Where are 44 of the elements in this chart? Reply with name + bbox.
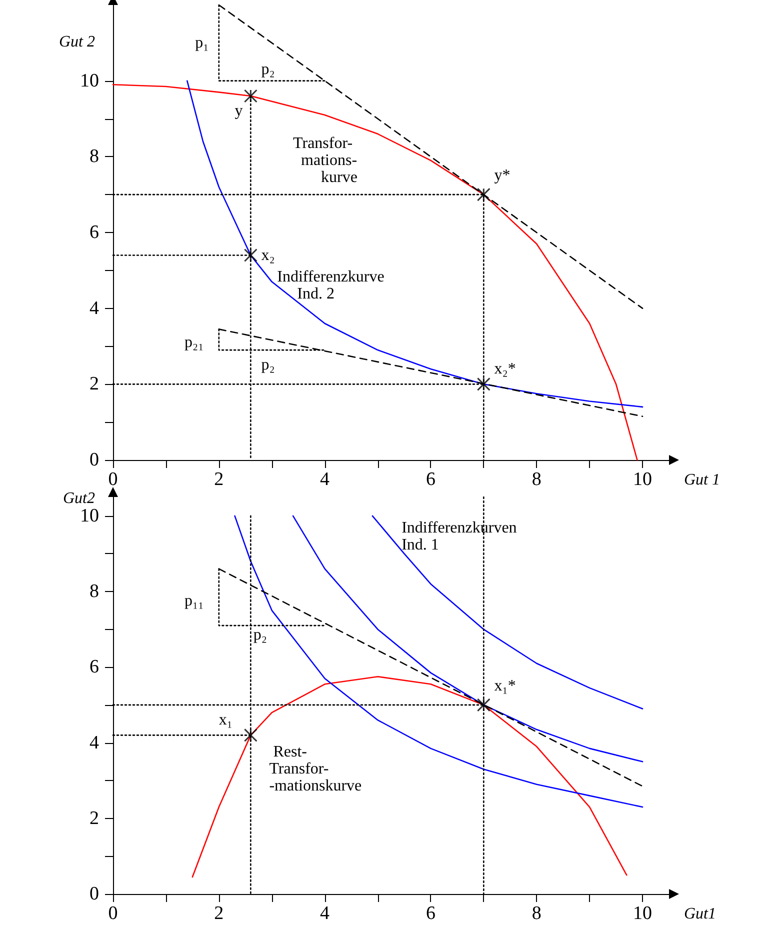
annotation: x₁ xyxy=(218,712,232,729)
y-tick-label: 6 xyxy=(90,656,99,678)
annotation: Transfor- mations- kurve xyxy=(293,134,358,186)
y-tick-label: 10 xyxy=(80,70,99,92)
annotation: x₂* xyxy=(494,360,516,378)
annotation: p₁₁ xyxy=(184,592,204,610)
y-axis-title: Gut 2 xyxy=(59,34,95,50)
x-tick-label: 2 xyxy=(214,469,224,490)
y-tick-label: 6 xyxy=(90,222,99,243)
annotation: p₂ xyxy=(253,626,267,644)
x-tick-label: 10 xyxy=(633,469,652,490)
annotation: Rest- Transfor- -mationskurve xyxy=(269,744,362,795)
y-axis-title: Gut2 xyxy=(63,490,95,508)
x-tick-label: 4 xyxy=(320,903,330,924)
x-tick-label: 8 xyxy=(532,903,542,924)
y-tick-label: 4 xyxy=(90,732,100,754)
annotation: p₂ xyxy=(261,60,275,78)
x-tick-label: 0 xyxy=(108,903,118,924)
annotation: y* xyxy=(494,167,510,184)
annotation: Indifferenzkurve Ind. 2 xyxy=(277,268,384,303)
x-tick-label: 8 xyxy=(532,469,542,490)
y-tick-label: 2 xyxy=(90,374,99,395)
y-tick-label: 2 xyxy=(90,808,99,829)
y-tick-label: 10 xyxy=(80,505,99,526)
y-tick-label: 8 xyxy=(90,146,99,168)
annotation: p₂ xyxy=(261,356,275,374)
x-tick-label: 6 xyxy=(426,903,436,924)
y-tick-label: 4 xyxy=(90,298,100,319)
annotation: Indifferenzkurven Ind. 1 xyxy=(402,520,517,554)
x-axis-title: Gut1 xyxy=(684,906,716,922)
x-tick-label: 2 xyxy=(214,903,224,924)
y-tick-label: 8 xyxy=(90,581,99,602)
y-tick-label: 0 xyxy=(90,884,99,904)
y-tick-label: 0 xyxy=(90,450,99,470)
annotation: x₂ xyxy=(261,246,275,264)
x-axis-title: Gut 1 xyxy=(684,472,720,488)
annotation: p₁ xyxy=(195,34,209,52)
x-tick-label: 10 xyxy=(633,903,652,924)
annotation: x₁* xyxy=(494,678,516,695)
x-tick-label: 4 xyxy=(320,469,330,490)
annotation: y xyxy=(234,102,243,120)
x-tick-label: 6 xyxy=(426,469,436,490)
x-tick-label: 0 xyxy=(108,469,118,490)
annotation: p₂₁ xyxy=(184,334,204,351)
